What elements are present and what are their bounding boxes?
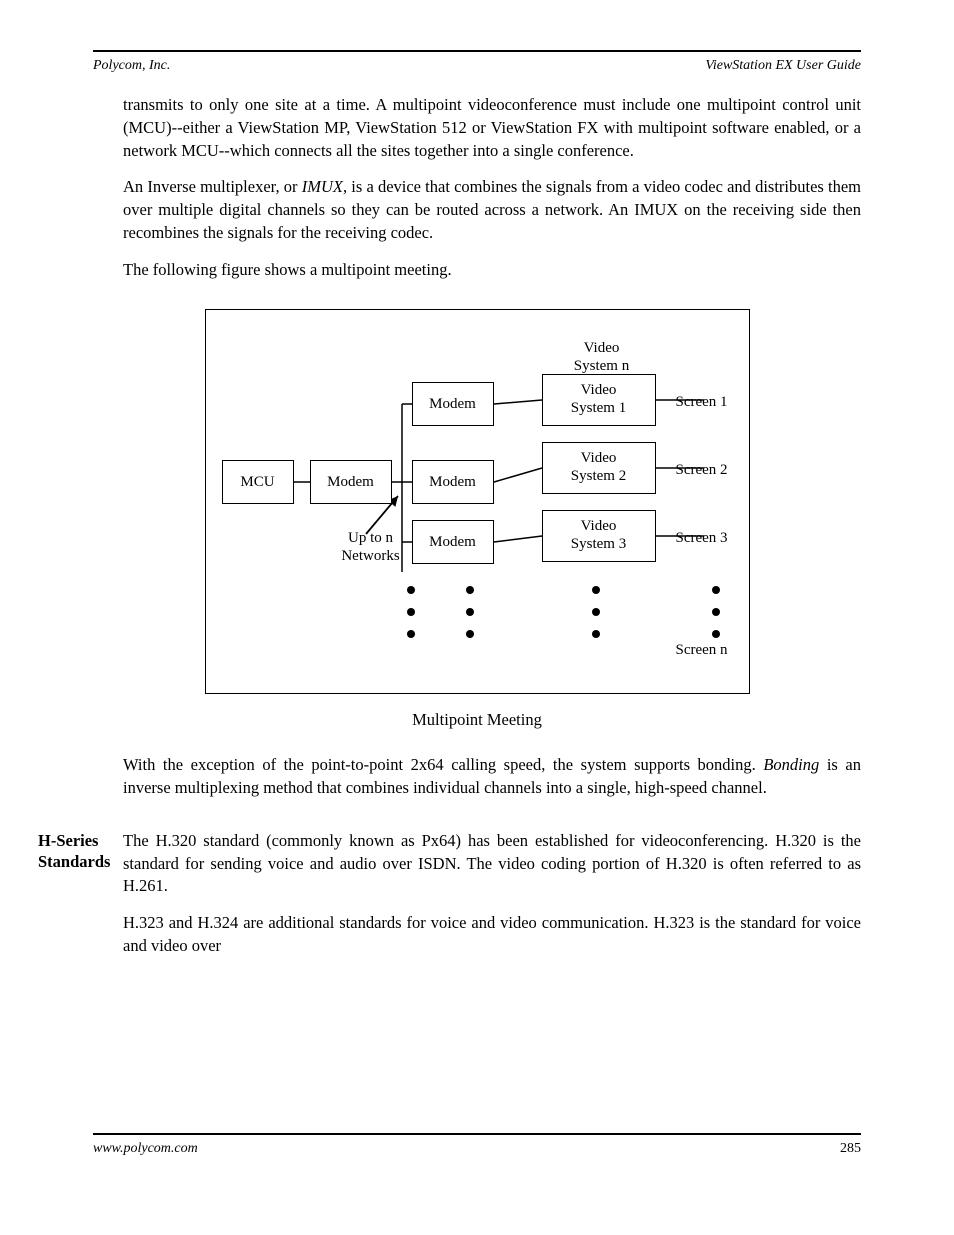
h-paragraph-2: H.323 and H.324 are additional standards… <box>123 912 861 958</box>
term-bonding: Bonding <box>763 755 819 774</box>
figure-box-modem2: Modem <box>412 460 494 504</box>
header-rule <box>93 50 861 52</box>
ellipsis-dot <box>712 586 720 594</box>
paragraph-4: With the exception of the point-to-point… <box>123 754 861 800</box>
section-heading: H-Series Standards <box>38 830 123 958</box>
paragraph-3: The following figure shows a multipoint … <box>123 259 861 282</box>
figure-label-video1: Video System 1 <box>542 382 656 417</box>
figure-box-mcu: MCU <box>222 460 294 504</box>
figure-label-networks: Up to n Networks <box>336 530 406 565</box>
figure-caption: Multipoint Meeting <box>93 710 861 730</box>
figure-box-modem3: Modem <box>412 520 494 564</box>
footer-right: 285 <box>840 1141 861 1157</box>
figure-box-modem1: Modem <box>412 382 494 426</box>
figure-label-video3: Video System 3 <box>542 518 656 553</box>
ellipsis-dot <box>592 608 600 616</box>
ellipsis-dot <box>407 630 415 638</box>
header-section: ViewStation EX User Guide <box>705 58 861 74</box>
ellipsis-dot <box>712 630 720 638</box>
section-h-series: H-Series Standards The H.320 standard (c… <box>38 830 861 958</box>
paragraph-2: An Inverse multiplexer, or IMUX, is a de… <box>123 176 861 244</box>
ellipsis-dot <box>592 586 600 594</box>
ellipsis-dot <box>592 630 600 638</box>
h-paragraph-1: The H.320 standard (commonly known as Px… <box>123 830 861 898</box>
figure-label-screenn: Screen n <box>676 642 728 659</box>
body-text-2: With the exception of the point-to-point… <box>123 754 861 800</box>
body-text: transmits to only one site at a time. A … <box>123 94 861 281</box>
figure-label-screen1: Screen 1 <box>676 394 728 411</box>
header: Polycom, Inc. ViewStation EX User Guide <box>93 58 861 74</box>
ellipsis-dot <box>407 608 415 616</box>
figure-label-videon: Video System n <box>562 340 642 375</box>
figure-label-screen2: Screen 2 <box>676 462 728 479</box>
header-doc-title: Polycom, Inc. <box>93 58 170 74</box>
ellipsis-dot <box>712 608 720 616</box>
figure-label-screen3: Screen 3 <box>676 530 728 547</box>
ellipsis-dot <box>466 630 474 638</box>
ellipsis-dot <box>407 586 415 594</box>
figure-label-video2: Video System 2 <box>542 450 656 485</box>
paragraph-1: transmits to only one site at a time. A … <box>123 94 861 162</box>
ellipsis-dot <box>466 608 474 616</box>
figure-multipoint-meeting: MCU Modem Modem Modem Modem Video System 1 Vid… <box>205 309 750 694</box>
ellipsis-dot <box>466 586 474 594</box>
term-imux: IMUX <box>302 177 343 196</box>
footer-rule <box>93 1133 861 1135</box>
footer-left: www.polycom.com <box>93 1141 198 1157</box>
figure-box-modem_main: Modem <box>310 460 392 504</box>
footer: www.polycom.com 285 <box>93 1133 861 1157</box>
